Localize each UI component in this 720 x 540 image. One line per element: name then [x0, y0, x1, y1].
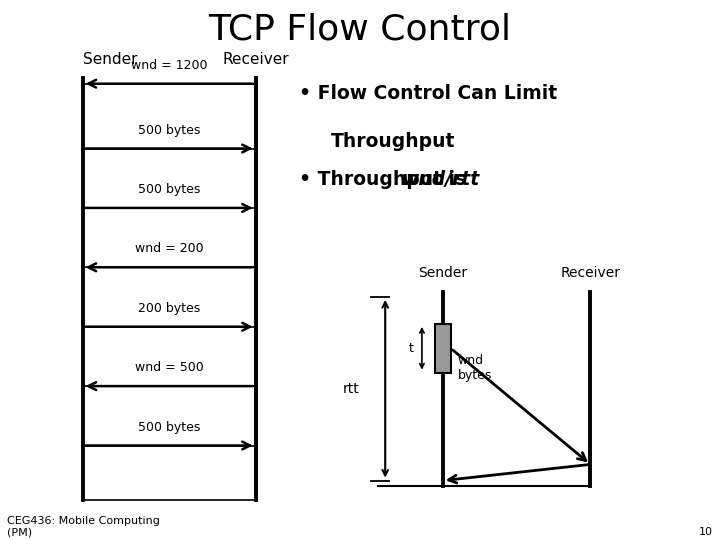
- Text: wnd = 1200: wnd = 1200: [131, 59, 207, 72]
- Text: t: t: [408, 342, 413, 355]
- Text: wnd/rtt: wnd/rtt: [401, 170, 480, 189]
- Text: • Throughput is: • Throughput is: [299, 170, 472, 189]
- Text: 500 bytes: 500 bytes: [138, 124, 200, 137]
- Bar: [435, 324, 451, 373]
- Text: Sender: Sender: [83, 52, 138, 67]
- Text: wnd
bytes: wnd bytes: [458, 354, 492, 382]
- Text: CEG436: Mobile Computing
(PM): CEG436: Mobile Computing (PM): [7, 516, 160, 537]
- Text: Receiver: Receiver: [222, 52, 289, 67]
- Text: wnd = 200: wnd = 200: [135, 242, 204, 255]
- Text: • Flow Control Can Limit: • Flow Control Can Limit: [299, 84, 557, 103]
- Text: TCP Flow Control: TCP Flow Control: [209, 13, 511, 46]
- Text: 500 bytes: 500 bytes: [138, 183, 200, 196]
- Text: 500 bytes: 500 bytes: [138, 421, 200, 434]
- Text: 200 bytes: 200 bytes: [138, 302, 200, 315]
- Text: Throughput: Throughput: [331, 132, 456, 151]
- Text: rtt: rtt: [343, 382, 360, 396]
- Text: Sender: Sender: [418, 266, 467, 280]
- Text: 10: 10: [699, 527, 713, 537]
- Text: wnd = 500: wnd = 500: [135, 361, 204, 374]
- Text: Receiver: Receiver: [560, 266, 621, 280]
